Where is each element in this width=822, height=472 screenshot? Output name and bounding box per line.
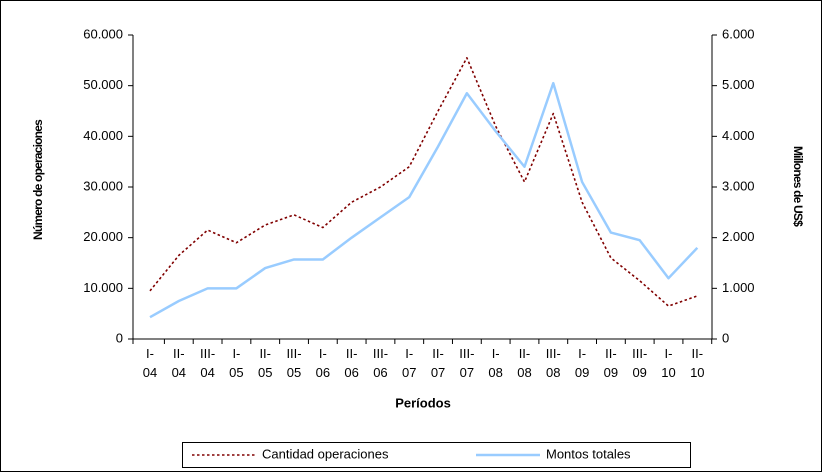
x-tick-label: III-05 bbox=[286, 346, 301, 380]
x-axis-title: Períodos bbox=[395, 395, 451, 410]
x-tick-label: I-04 bbox=[143, 346, 157, 380]
y2-axis-title: Millones de US$ bbox=[791, 146, 805, 227]
y2-tick-label: 3.000 bbox=[722, 178, 755, 193]
x-tick-label: III-08 bbox=[546, 346, 561, 380]
legend-label: Montos totales bbox=[546, 446, 631, 461]
y2-tick-label: 2.000 bbox=[722, 229, 755, 244]
y2-tick-label: 1.000 bbox=[722, 280, 755, 295]
x-tick-label: II-07 bbox=[431, 346, 445, 380]
x-tick-label: II-04 bbox=[172, 346, 186, 380]
x-tick-label: II-09 bbox=[604, 346, 618, 380]
series-line bbox=[149, 57, 698, 307]
y-tick-label: 20.000 bbox=[83, 229, 123, 244]
x-tick-label: III-09 bbox=[632, 346, 647, 380]
y-tick-label: 40.000 bbox=[83, 128, 123, 143]
x-tick-label: I-07 bbox=[402, 346, 416, 380]
y-tick-label: 50.000 bbox=[83, 77, 123, 92]
x-tick-label: I-09 bbox=[575, 346, 589, 380]
series-line bbox=[149, 81, 699, 319]
y-tick-label: 0 bbox=[116, 330, 123, 345]
y2-tick-label: 4.000 bbox=[722, 128, 755, 143]
y-tick-label: 10.000 bbox=[83, 280, 123, 295]
x-tick-label: I-10 bbox=[661, 346, 675, 380]
legend-box bbox=[182, 442, 691, 468]
y-tick-label: 30.000 bbox=[83, 178, 123, 193]
y2-tick-label: 6.000 bbox=[722, 26, 755, 41]
x-tick-label: II-10 bbox=[690, 346, 704, 380]
x-tick-label: III-04 bbox=[200, 346, 215, 380]
x-tick-label: I-05 bbox=[229, 346, 243, 380]
x-tick-label: I-08 bbox=[488, 346, 502, 380]
x-tick-label: I-06 bbox=[316, 346, 330, 380]
x-tick-label: II-06 bbox=[344, 346, 358, 380]
x-tick-label: II-05 bbox=[258, 346, 272, 380]
legend-label: Cantidad operaciones bbox=[262, 446, 389, 461]
y-axis-title: Número de operaciones bbox=[31, 119, 45, 240]
y2-tick-label: 0 bbox=[722, 330, 729, 345]
x-tick-label: III-07 bbox=[459, 346, 474, 380]
y2-tick-label: 5.000 bbox=[722, 77, 755, 92]
x-tick-label: III-06 bbox=[373, 346, 388, 380]
y-tick-label: 60.000 bbox=[83, 26, 123, 41]
x-tick-label: II-08 bbox=[517, 346, 531, 380]
